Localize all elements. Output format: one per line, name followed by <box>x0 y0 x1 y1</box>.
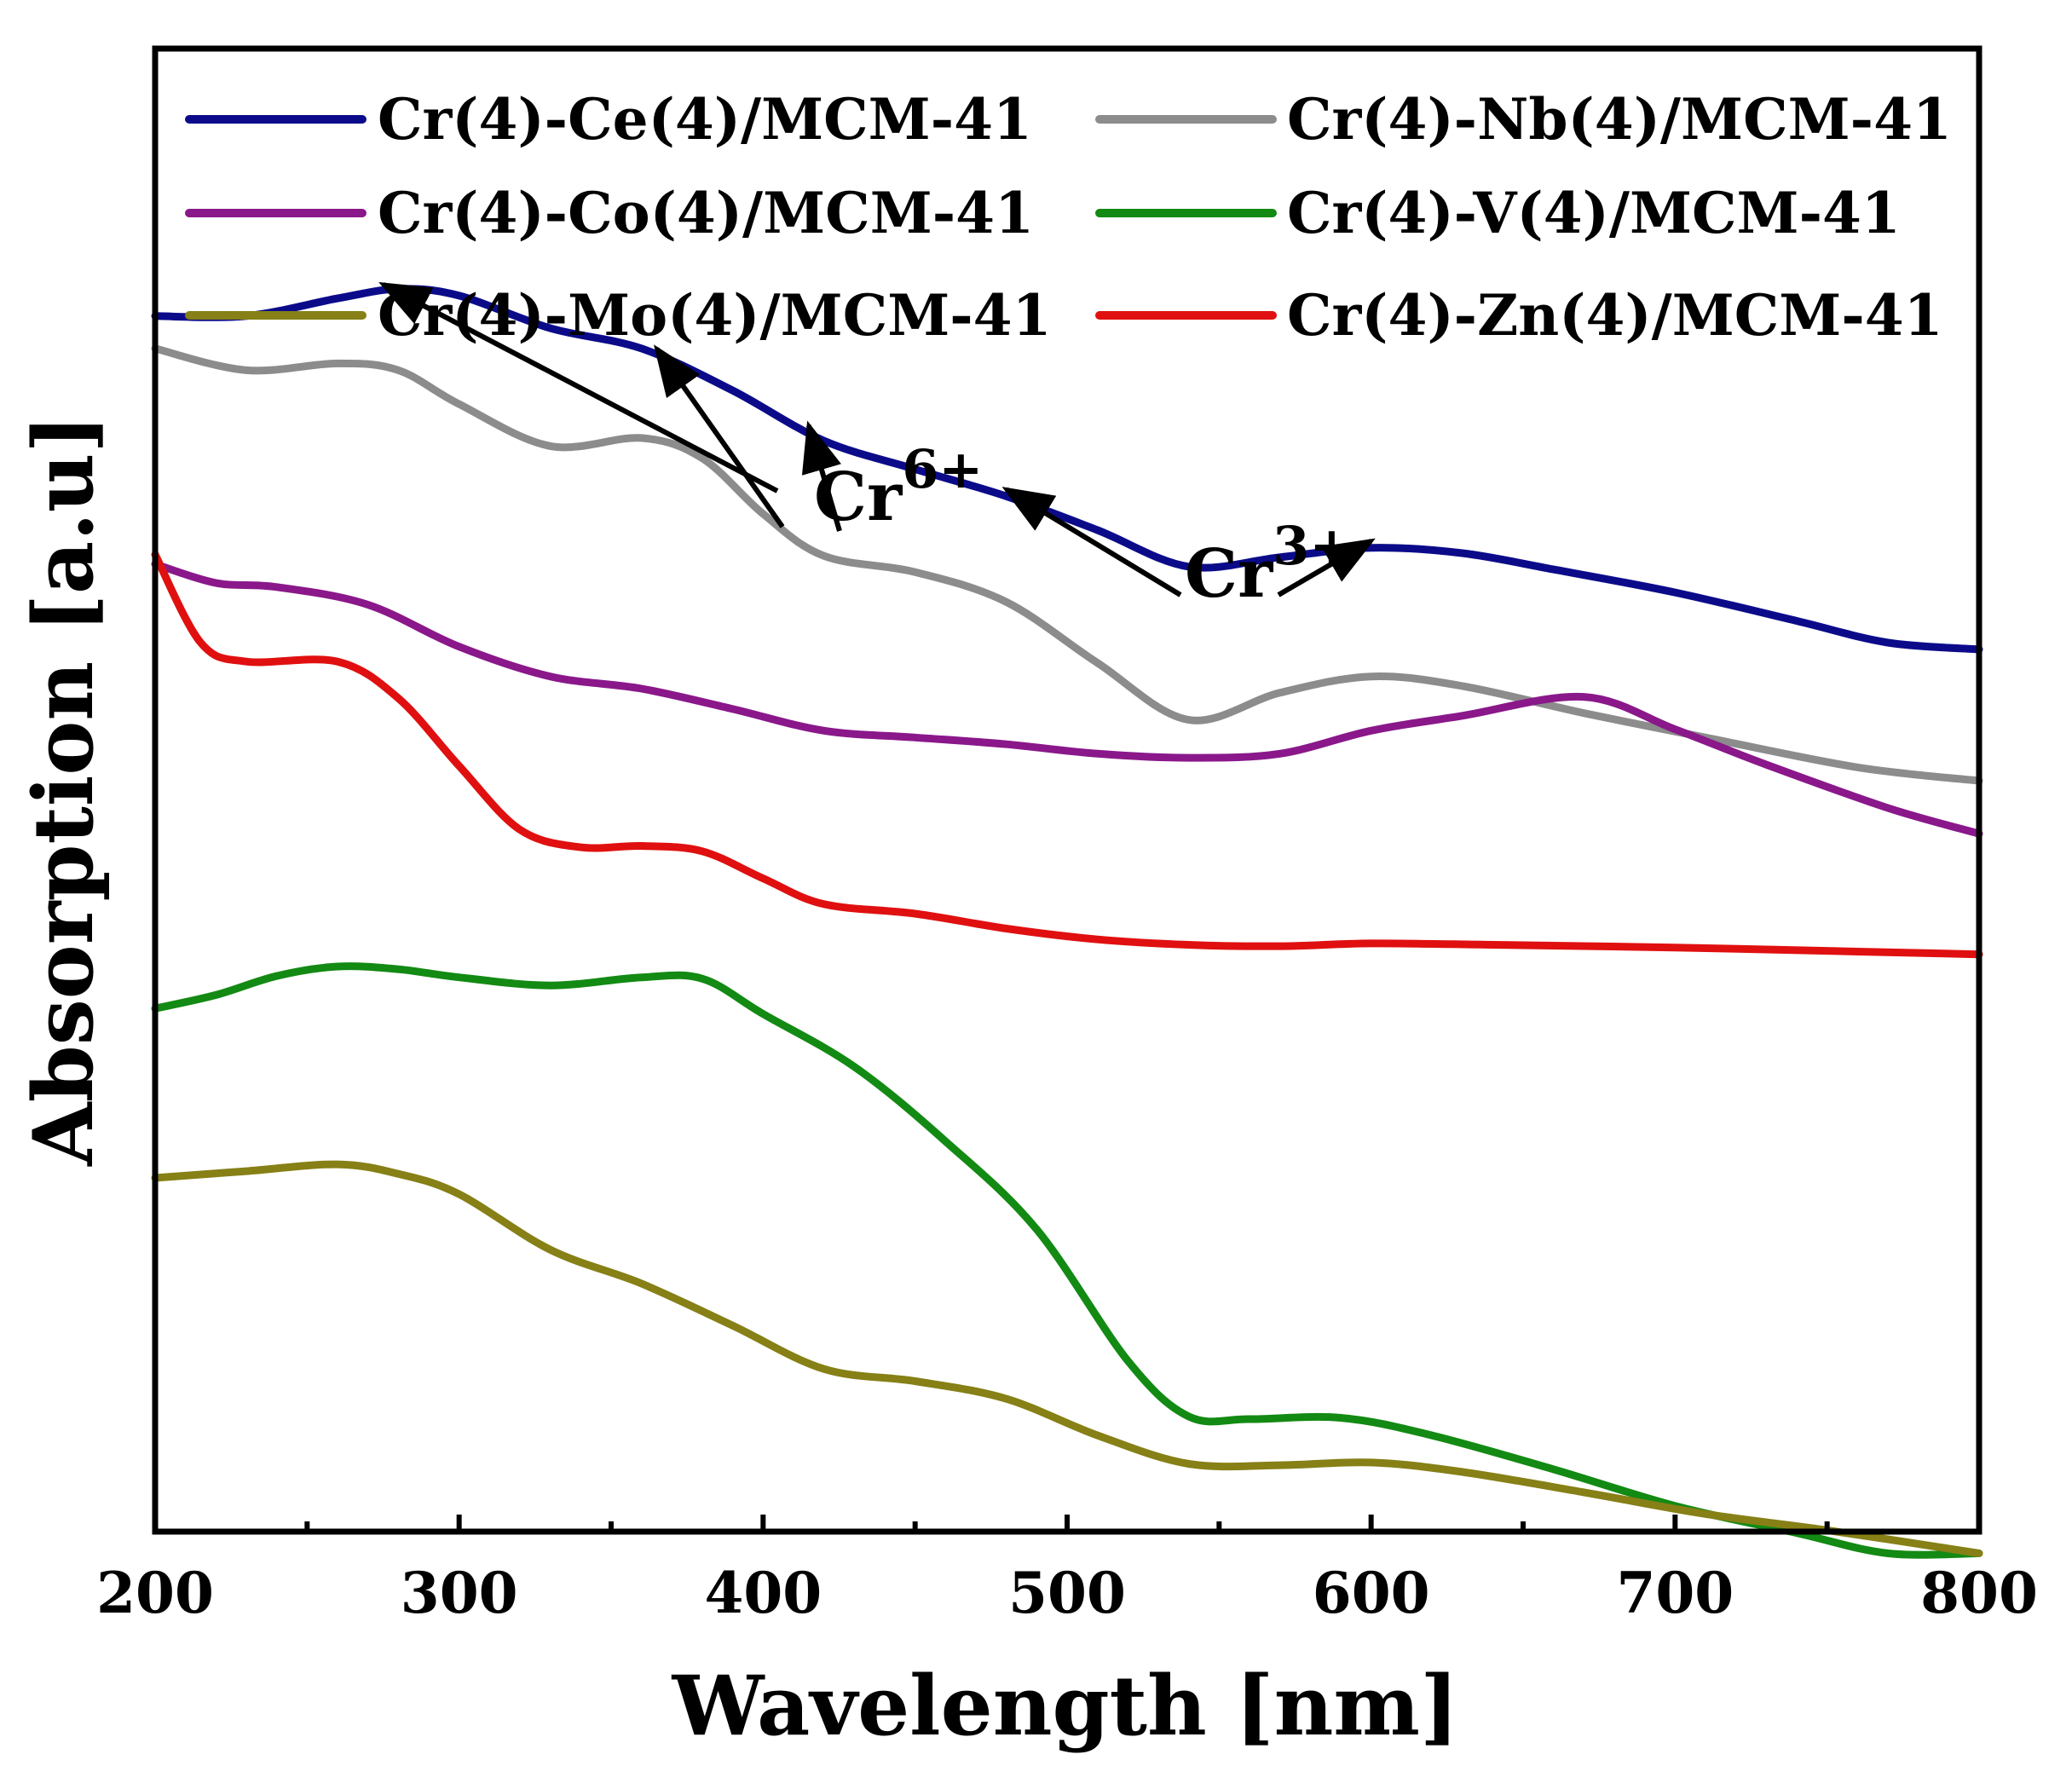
legend-label-cr-4-co-4-mcm-41: Cr(4)-Co(4)/MCM-41 <box>378 180 1034 246</box>
legend: Cr(4)-Ce(4)/MCM-41 Cr(4)-Nb(4)/MCM-41 Cr(4… <box>185 86 1952 349</box>
annotation-arrow-0-2 <box>801 420 842 532</box>
x-tick-label-800: 800 <box>1920 1560 2038 1626</box>
annotations: Cr6+Cr3+ <box>378 281 1376 613</box>
x-tick-label-200: 200 <box>96 1560 214 1626</box>
series-line-cr-4-zn-4-mcm-41 <box>151 551 1983 959</box>
annotation-arrow-1-0 <box>1001 487 1182 597</box>
series-line-cr-4-nb-4-mcm-41 <box>151 344 1983 785</box>
annotation-superscript: 3+ <box>1273 515 1353 577</box>
series-line-cr-4-mo-4-mcm-41 <box>151 1160 1983 1557</box>
annotation-arrow-0-1 <box>654 344 785 528</box>
annotation-arrow-1-1 <box>1277 538 1376 597</box>
ticks-layer: 200 300 400 500 600 700 800 <box>96 1515 2038 1626</box>
x-tick-label-500: 500 <box>1008 1560 1126 1626</box>
annotation-superscript: 6+ <box>902 438 983 500</box>
plot-frame <box>152 45 1983 1535</box>
x-tick-label-700: 700 <box>1616 1560 1734 1626</box>
series-line-cr-4-co-4-mcm-41 <box>151 560 1983 838</box>
annotation-base-text: Cr <box>1185 535 1273 613</box>
legend-label-cr-4-zn-4-mcm-41: Cr(4)-Zn(4)/MCM-41 <box>1287 282 1943 349</box>
x-tick-label-300: 300 <box>401 1560 518 1626</box>
x-tick-label-400: 400 <box>704 1560 822 1626</box>
y-axis-label: Absorption [a.u] <box>15 414 112 1167</box>
legend-label-cr-4-mo-4-mcm-41: Cr(4)-Mo(4)/MCM-41 <box>378 282 1052 349</box>
legend-label-cr-4-v-4-mcm-41: Cr(4)-V(4)/MCM-41 <box>1287 180 1901 246</box>
series-layer <box>151 285 1983 1559</box>
x-tick-label-600: 600 <box>1313 1560 1430 1626</box>
annotation-arrow-0-0 <box>378 281 779 493</box>
x-axis-label: Wavelength [nm] <box>672 1658 1459 1754</box>
series-line-cr-4-v-4-mcm-41 <box>151 962 1983 1559</box>
legend-label-cr-4-nb-4-mcm-41: Cr(4)-Nb(4)/MCM-41 <box>1287 86 1952 153</box>
legend-label-cr-4-ce-4-mcm-41: Cr(4)-Ce(4)/MCM-41 <box>378 86 1032 153</box>
